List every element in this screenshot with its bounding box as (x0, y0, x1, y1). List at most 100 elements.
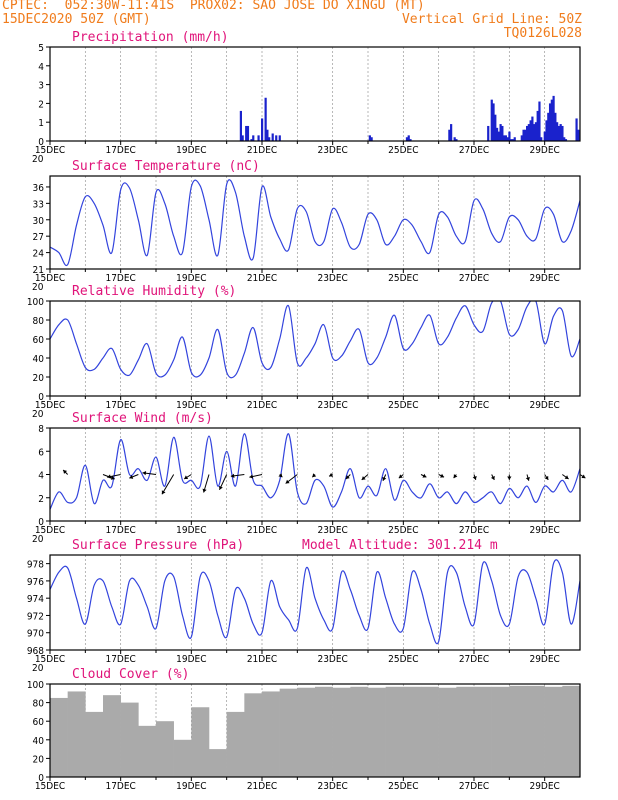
wind-arrow-head (398, 474, 403, 479)
precip-bar (506, 137, 509, 141)
x-tick-label: 25DEC (388, 781, 418, 792)
precip-bar (257, 135, 260, 141)
wind-arrow-head (230, 473, 235, 478)
precip-bar (550, 99, 553, 141)
precip-bar (538, 101, 541, 141)
wind-arrow-head (285, 479, 290, 484)
x-tick-label: 29DEC (529, 654, 559, 665)
panel-frame (49, 175, 581, 270)
precip-bar (564, 139, 568, 141)
cloud-bar (456, 686, 475, 777)
x-tick-label: 15DEC (35, 525, 65, 536)
x-tick-label: 21DEC (247, 145, 277, 156)
cloud-bar (438, 687, 457, 777)
wind-arrow-head (422, 473, 427, 478)
x-tick-label: 17DEC (105, 400, 135, 411)
y-tick-label: 0 (38, 517, 44, 528)
cloud-bar (156, 721, 174, 777)
x-tick-label: 23DEC (317, 781, 347, 792)
x-tick-label: 25DEC (388, 525, 418, 536)
precip-bar (527, 124, 530, 141)
x-tick-label: 27DEC (459, 273, 489, 284)
y-tick-label: 4 (38, 62, 44, 73)
precip-bar (557, 125, 560, 141)
y-tick-label: 60 (33, 717, 45, 728)
precip-bar (450, 124, 453, 141)
y-tick-label: 30 (33, 216, 45, 227)
precip-bar (559, 124, 562, 141)
cloud-bar (544, 686, 563, 777)
panel-title: Precipitation (mm/h) (72, 30, 229, 45)
precip-bar (540, 137, 543, 141)
precip-bar (520, 135, 523, 141)
cloud-bar (103, 695, 121, 777)
precip-bar (455, 139, 458, 141)
x-tick-label: 23DEC (317, 273, 347, 284)
cloud-bar (315, 686, 333, 777)
x-tick-label: 23DEC (317, 400, 347, 411)
x-tick-label: 19DEC (176, 525, 206, 536)
y-tick-label: 60 (33, 335, 45, 346)
x-tick-label: 27DEC (459, 400, 489, 411)
precip-bar (561, 125, 564, 141)
wind-arrow-head (278, 473, 283, 478)
cloud-bar (474, 686, 492, 777)
precip-bar (368, 135, 371, 141)
cloud-bar (368, 687, 386, 777)
cloud-bar (421, 686, 439, 777)
precip-bar (407, 135, 410, 141)
y-tick-label: 2 (38, 494, 44, 505)
wind-arrow-head (129, 474, 134, 479)
precip-bar (501, 125, 504, 141)
x-tick-label: 19DEC (176, 654, 206, 665)
x-tick-label: 25DEC (388, 145, 418, 156)
x-tick-label: 21DEC (247, 654, 277, 665)
panel-title: Relative Humidity (%) (72, 284, 236, 299)
wind-arrow-head (107, 474, 111, 479)
wind-arrow-head (312, 473, 317, 478)
x-tick-label: 15DEC (35, 781, 65, 792)
x-cut-label: 20 (32, 154, 44, 165)
x-cut-label: 20 (32, 282, 44, 293)
y-tick-label: 1 (38, 118, 44, 129)
wind-arrow-head (345, 475, 350, 479)
header-line1: CPTEC: 052:30W-11:41S PROX02: SAO JOSE D… (2, 0, 425, 13)
x-tick-label: 29DEC (529, 525, 559, 536)
precip-bar (494, 114, 497, 141)
x-tick-label: 17DEC (105, 145, 135, 156)
precip-bar (526, 125, 529, 141)
precip-bar (453, 137, 456, 141)
y-tick-label: 20 (33, 373, 45, 384)
panel-2: Surface Temperature (nC) 21 24 27 30 33 36 15DE… (32, 159, 581, 293)
x-cut-label: 20 (32, 534, 44, 545)
cloud-bar (509, 685, 528, 777)
y-tick-label: 100 (27, 297, 44, 308)
wind-arrow-head (564, 475, 569, 479)
x-tick-label: 15DEC (35, 654, 65, 665)
panel-title: Surface Temperature (nC) (72, 159, 260, 174)
precip-bar (522, 129, 525, 141)
y-tick-label: 968 (27, 646, 44, 657)
precip-bar (529, 120, 532, 141)
x-tick-label: 27DEC (459, 145, 489, 156)
y-tick-label: 40 (33, 736, 45, 747)
x-tick-label: 19DEC (176, 273, 206, 284)
wind-arrow-head (110, 475, 115, 480)
y-tick-label: 40 (33, 354, 45, 365)
y-tick-label: 972 (27, 611, 44, 622)
series-line (50, 179, 580, 267)
y-tick-label: 2 (38, 99, 44, 110)
precip-bar (524, 129, 527, 141)
precip-bar (271, 133, 274, 141)
series-line (50, 301, 580, 379)
cloud-bar (85, 711, 104, 777)
cloud-bar (332, 687, 351, 777)
precip-bar (490, 99, 493, 141)
x-tick-label: 25DEC (388, 273, 418, 284)
y-tick-label: 24 (33, 249, 45, 260)
cloud-bar (262, 691, 280, 777)
y-tick-label: 978 (27, 560, 44, 571)
cloud-bar (385, 686, 404, 777)
precip-bar (495, 127, 499, 141)
cloud-bar (297, 687, 316, 777)
